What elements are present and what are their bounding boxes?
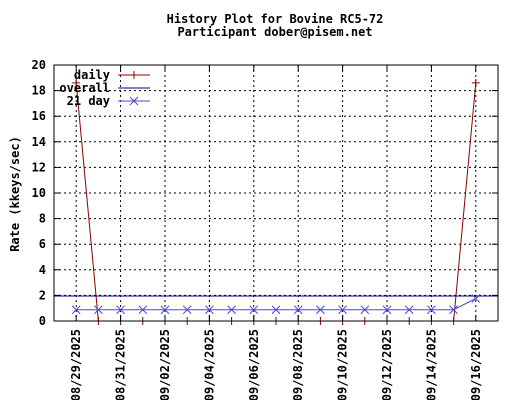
legend-label: daily [74, 68, 110, 82]
data-point [293, 305, 303, 315]
y-tick-label: 12 [32, 160, 46, 174]
legend-item: 21 day [67, 94, 150, 108]
data-point [72, 78, 81, 87]
data-point [271, 305, 281, 315]
series-21-day [71, 294, 481, 315]
data-point [471, 294, 481, 303]
x-tick-label: 09/08/2025 [291, 329, 305, 400]
x-tick-label: 09/16/2025 [469, 329, 483, 400]
data-point [71, 305, 81, 315]
y-tick-label: 20 [32, 58, 46, 72]
data-point [427, 305, 436, 315]
series-line [76, 298, 477, 311]
data-point [249, 305, 259, 315]
y-axis-label: Rate (kkeys/sec) [8, 136, 22, 252]
data-point [182, 305, 192, 315]
y-tick-label: 8 [39, 212, 46, 226]
y-tick-label: 6 [39, 237, 46, 251]
data-point [116, 305, 125, 315]
data-point [471, 78, 480, 87]
x-tick-label: 09/02/2025 [158, 329, 172, 400]
data-point [227, 305, 236, 315]
x-tick-label: 09/14/2025 [424, 329, 438, 400]
x-tick-label: 09/04/2025 [202, 329, 216, 400]
data-point [205, 305, 214, 315]
x-tick-label: 08/31/2025 [114, 329, 128, 400]
y-tick-label: 16 [32, 109, 46, 123]
data-point [382, 305, 392, 315]
y-tick-label: 2 [39, 288, 46, 302]
y-tick-label: 0 [39, 314, 46, 328]
ticks: 0 2 4 6 8 10 12 14 16 18 20 08/29/2025 08/31/2025 09/… [32, 58, 498, 400]
data-point [404, 305, 414, 315]
data-point [360, 305, 370, 315]
x-tick-label: 09/12/2025 [380, 329, 394, 400]
x-tick-label: 08/29/2025 [69, 329, 83, 400]
data-point [138, 305, 148, 315]
y-tick-label: 4 [39, 263, 46, 277]
data-point [129, 96, 139, 106]
x-tick-label: 09/06/2025 [247, 329, 261, 400]
y-tick-label: 14 [32, 135, 46, 149]
data-point [316, 305, 325, 315]
data-point [338, 305, 347, 315]
series-line [75, 82, 477, 322]
legend-label: overall [59, 81, 110, 95]
legend-item: daily [74, 68, 150, 82]
x-tick-label: 09/10/2025 [336, 329, 350, 400]
y-tick-label: 10 [32, 186, 46, 200]
legend-item: overall [59, 81, 150, 95]
data-point [94, 305, 103, 315]
y-tick-label: 18 [32, 84, 46, 98]
data-point [449, 305, 458, 315]
data-point [160, 305, 170, 315]
legend-label: 21 day [67, 94, 110, 108]
chart-title: History Plot for Bovine RC5-72 [167, 12, 384, 26]
chart-subtitle: Participant dober@pisem.net [177, 25, 372, 39]
grid [54, 65, 498, 321]
data-point [130, 71, 138, 79]
